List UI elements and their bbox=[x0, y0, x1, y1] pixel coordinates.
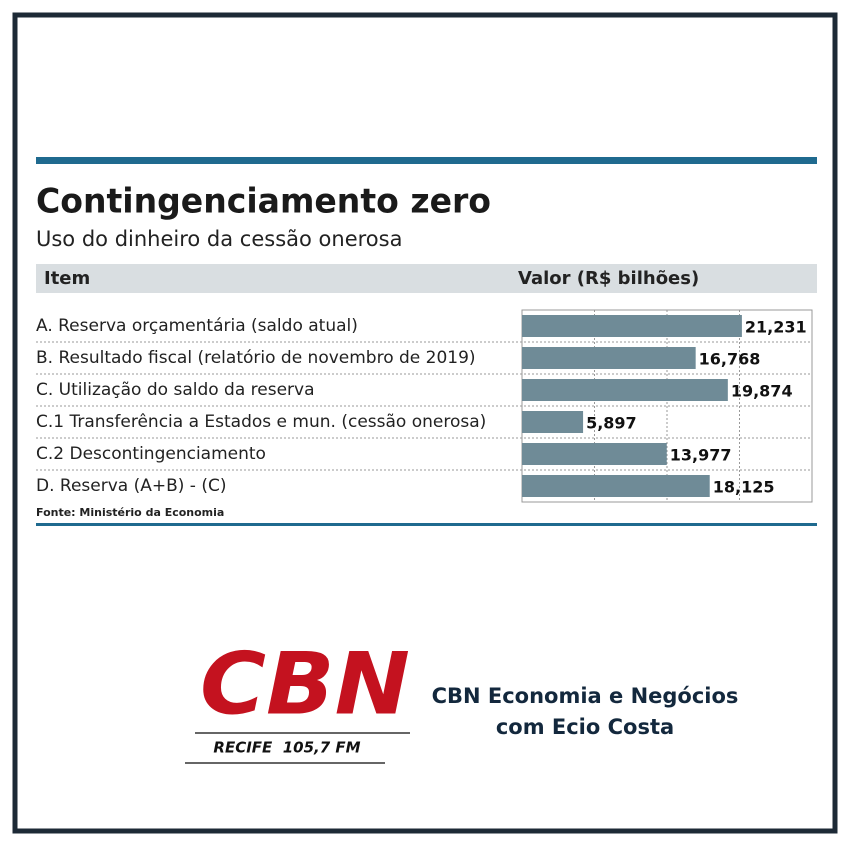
source: Fonte: Ministério da Economia bbox=[36, 506, 224, 519]
program: CBN Economia e Negócios bbox=[432, 684, 739, 708]
item-header: Item bbox=[44, 268, 90, 289]
station: RECIFE 105,7 FM bbox=[213, 739, 360, 757]
header-band bbox=[36, 264, 817, 293]
bar bbox=[522, 347, 696, 369]
row-label: B. Resultado fiscal (relatório de novemb… bbox=[36, 348, 476, 368]
row-label: C. Utilização do saldo da reserva bbox=[36, 380, 315, 400]
row-label: C.1 Transferência a Estados e mun. (cess… bbox=[36, 412, 486, 432]
bar bbox=[522, 443, 667, 465]
top-rule bbox=[36, 157, 817, 164]
row-label: C.2 Descontingenciamento bbox=[36, 444, 266, 464]
bar bbox=[522, 475, 710, 497]
logo-text: CBN bbox=[200, 634, 410, 734]
value-label: 19,874 bbox=[731, 382, 793, 401]
row-label: D. Reserva (A+B) - (C) bbox=[36, 476, 226, 496]
bar bbox=[522, 411, 584, 433]
bar bbox=[522, 379, 728, 401]
chart-title: Contingenciamento zero bbox=[36, 182, 491, 222]
value-label: 13,977 bbox=[670, 446, 732, 465]
value-label: 5,897 bbox=[586, 414, 637, 433]
bar bbox=[522, 315, 742, 337]
value-label: 18,125 bbox=[713, 478, 775, 497]
bottom-rule bbox=[36, 523, 817, 526]
chart-subtitle: Uso do dinheiro da cessão onerosa bbox=[36, 227, 402, 251]
frame bbox=[12, 12, 838, 834]
logo: CBN RECIFE 105,7 FM bbox=[185, 634, 410, 764]
host: com Ecio Costa bbox=[496, 715, 674, 739]
value-label: 21,231 bbox=[745, 318, 807, 337]
value-header: Valor (R$ bilhões) bbox=[518, 268, 699, 289]
value-label: 16,768 bbox=[699, 350, 761, 369]
row-label: A. Reserva orçamentária (saldo atual) bbox=[36, 316, 358, 336]
